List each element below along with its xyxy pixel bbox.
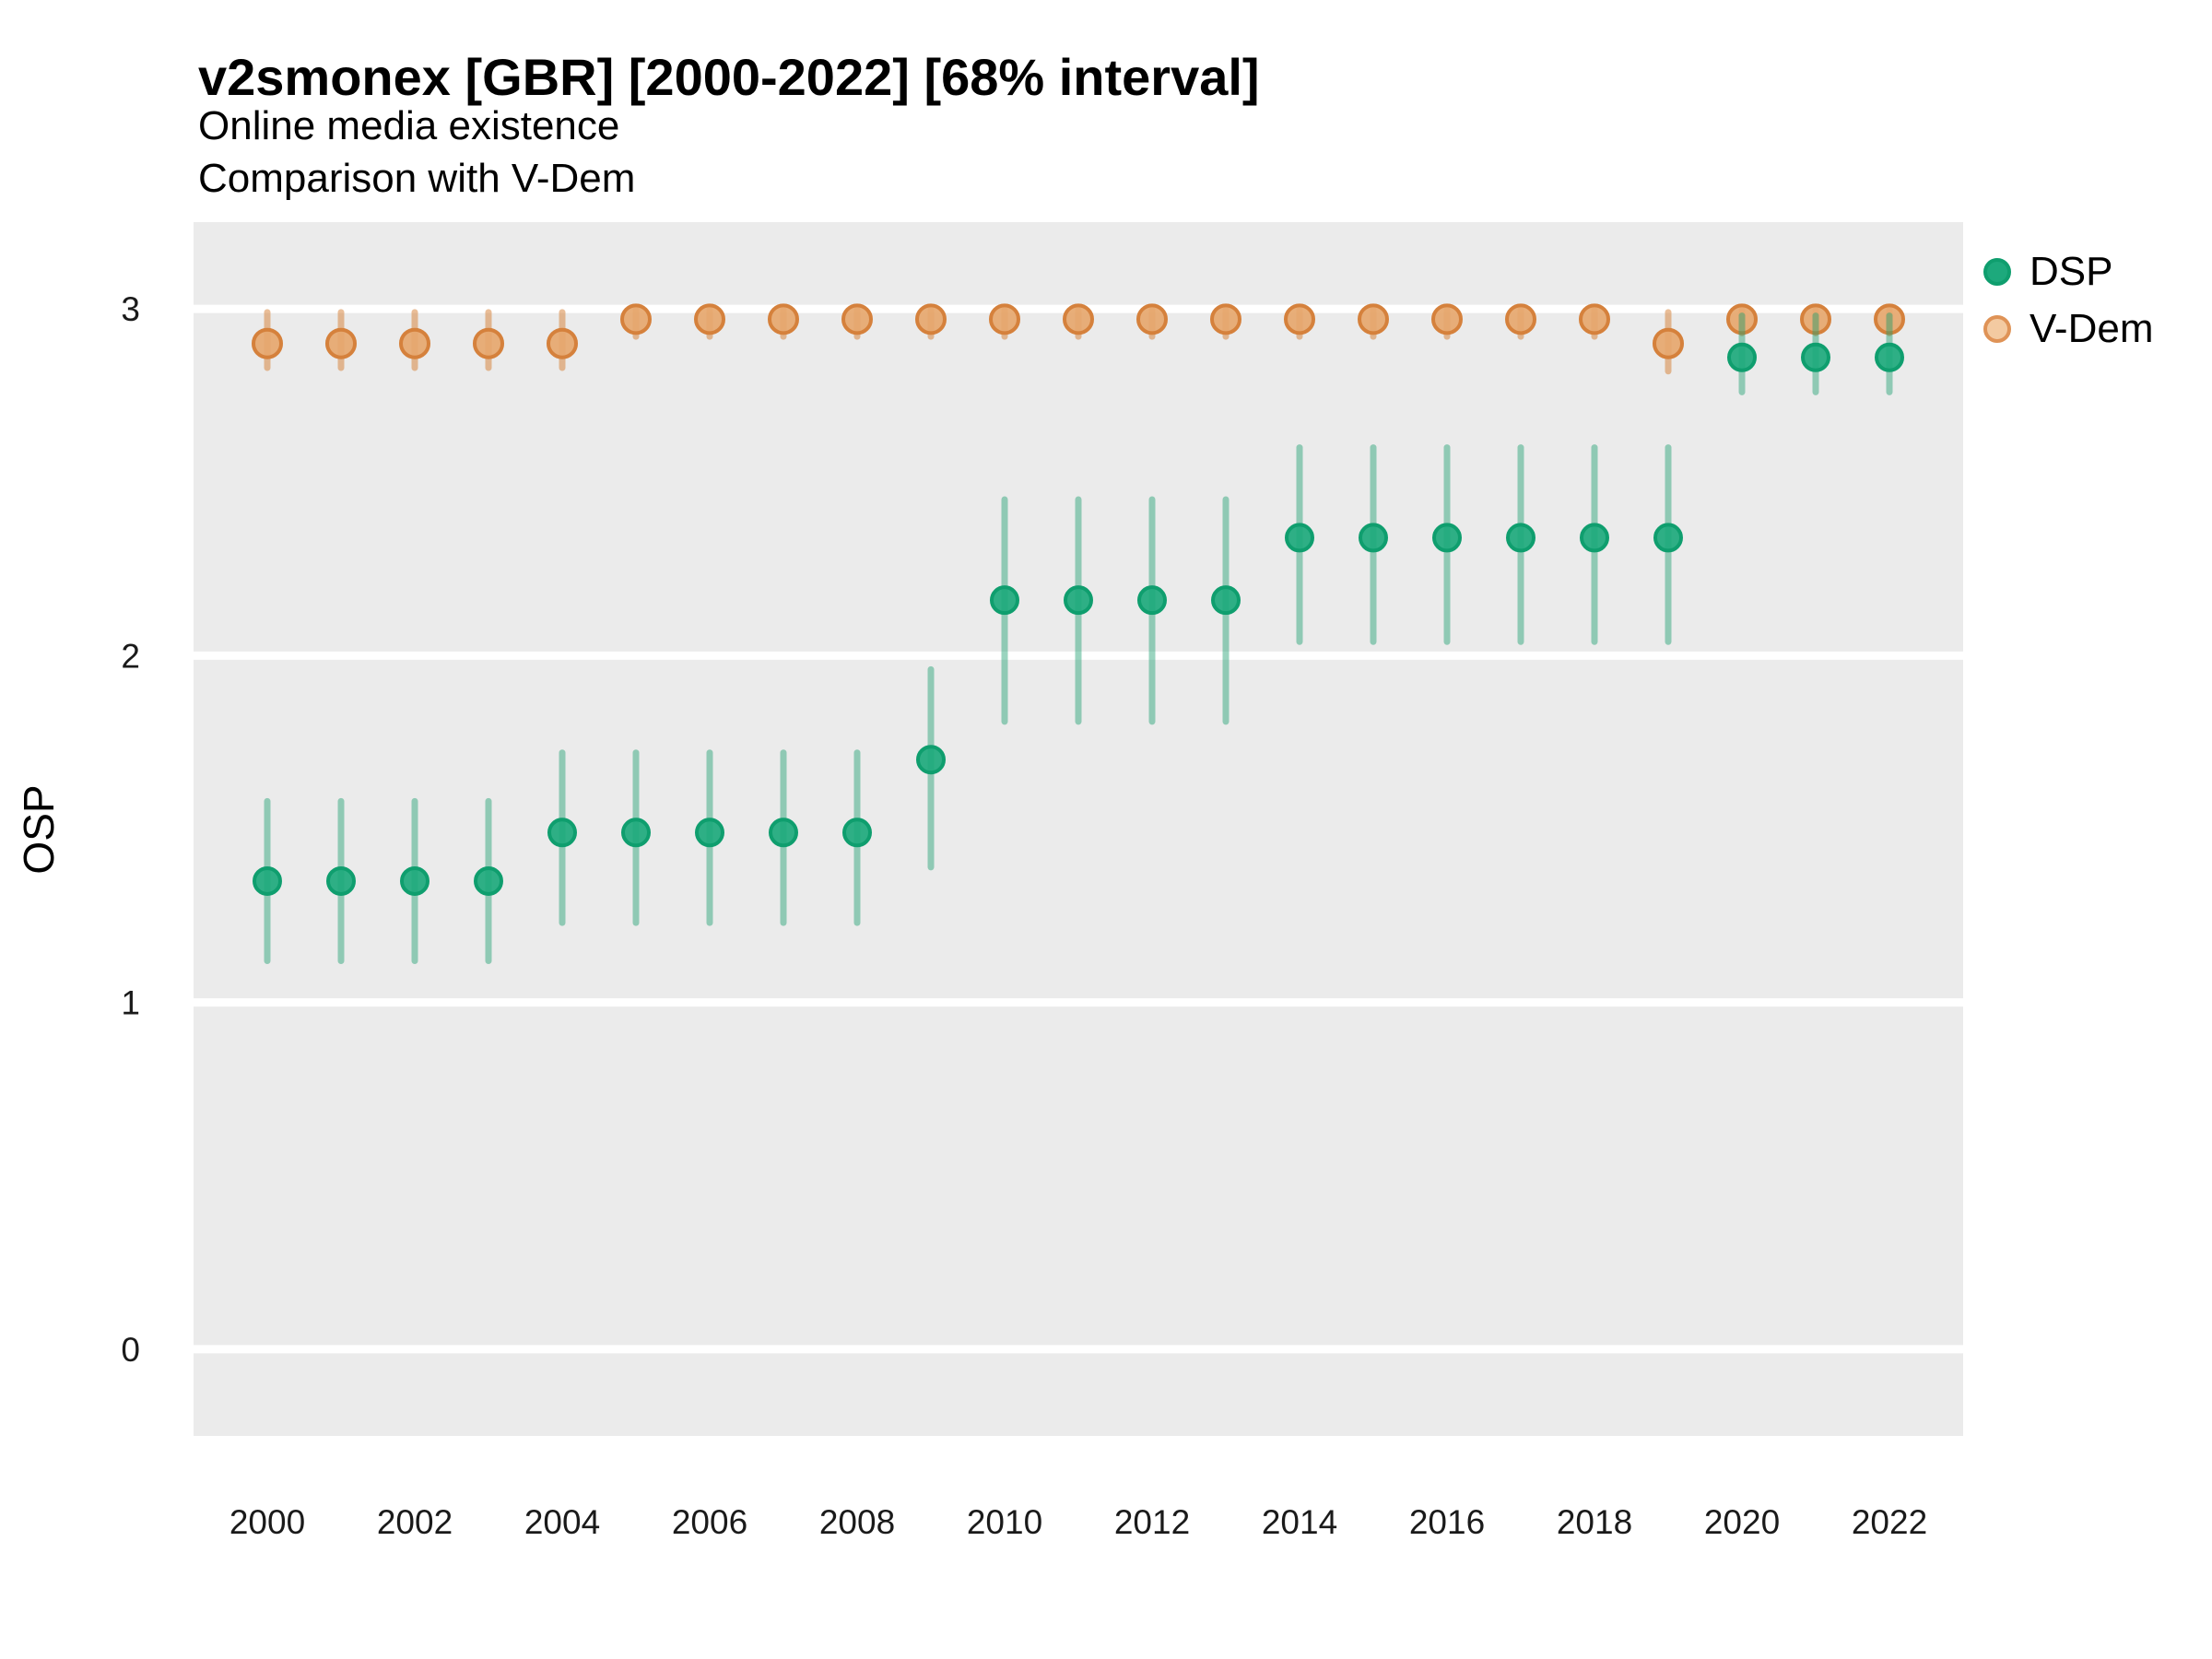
vdem-point-2015 [1358, 303, 1389, 335]
page-title: v2smonex [GBR] [2000-2022] [68% interval… [198, 48, 1260, 106]
dsp-point-2018 [1580, 523, 1609, 553]
dsp-point-2019 [1653, 523, 1683, 553]
legend: DSP V-Dem [1983, 251, 2153, 350]
dsp-point-2016 [1432, 523, 1462, 553]
vdem-point-2020 [1726, 303, 1758, 335]
vdem-point-2002 [399, 327, 430, 359]
x-tick-label-2018: 2018 [1557, 1503, 1632, 1541]
dsp-point-2007 [769, 818, 798, 848]
y-tick-label-0: 0 [121, 1331, 140, 1369]
x-tick-label-2006: 2006 [672, 1503, 747, 1541]
legend-item-dsp: DSP [1983, 251, 2153, 293]
vdem-point-2010 [989, 303, 1020, 335]
dsp-point-2014 [1285, 523, 1314, 553]
dsp-point-2000 [253, 865, 282, 896]
dsp-point-2020 [1727, 342, 1757, 372]
dsp-point-2006 [695, 818, 724, 848]
vdem-point-2013 [1210, 303, 1241, 335]
chart-subtitle: Online media existence [198, 103, 620, 148]
vdem-point-2005 [620, 303, 652, 335]
x-tick-label-2016: 2016 [1409, 1503, 1485, 1541]
x-tick-label-2010: 2010 [967, 1503, 1042, 1541]
chart-subtitle-2: Comparison with V-Dem [198, 156, 636, 201]
dsp-point-2015 [1359, 523, 1388, 553]
vdem-point-2018 [1579, 303, 1610, 335]
vdem-point-2019 [1653, 327, 1684, 359]
x-tick-label-2014: 2014 [1262, 1503, 1337, 1541]
vdem-point-2004 [547, 327, 578, 359]
legend-dsp-label: DSP [2030, 249, 2113, 294]
dsp-point-2002 [400, 865, 429, 896]
dsp-point-2017 [1506, 523, 1535, 553]
vdem-point-2016 [1431, 303, 1463, 335]
vdem-point-2021 [1800, 303, 1831, 335]
dsp-point-2011 [1064, 585, 1093, 616]
vdem-point-2003 [473, 327, 504, 359]
legend-vdem-swatch-icon [1983, 315, 2011, 343]
vdem-point-2022 [1874, 303, 1905, 335]
y-tick-label-1: 1 [121, 984, 140, 1022]
legend-dsp-swatch-icon [1983, 258, 2011, 286]
x-tick-label-2008: 2008 [819, 1503, 895, 1541]
vdem-point-2012 [1136, 303, 1168, 335]
x-tick-label-2020: 2020 [1704, 1503, 1780, 1541]
x-tick-label-2004: 2004 [524, 1503, 600, 1541]
vdem-point-2006 [694, 303, 725, 335]
dsp-point-2001 [326, 865, 356, 896]
vdem-point-2001 [325, 327, 357, 359]
x-tick-label-2000: 2000 [229, 1503, 305, 1541]
y-axis-title: OSP [15, 784, 63, 874]
dsp-point-2022 [1875, 342, 1904, 372]
dsp-point-2021 [1801, 342, 1830, 372]
vdem-point-2009 [915, 303, 947, 335]
x-tick-label-2022: 2022 [1852, 1503, 1927, 1541]
y-tick-label-2: 2 [121, 637, 140, 675]
y-tick-label-3: 3 [121, 290, 140, 328]
dsp-point-2010 [990, 585, 1019, 616]
vdem-point-2000 [252, 327, 283, 359]
vdem-point-2011 [1063, 303, 1094, 335]
plot-panel [194, 222, 1963, 1436]
vdem-point-2014 [1284, 303, 1315, 335]
dsp-point-2012 [1137, 585, 1167, 616]
dsp-point-2005 [621, 818, 651, 848]
legend-item-vdem: V-Dem [1983, 308, 2153, 350]
legend-vdem-label: V-Dem [2030, 306, 2154, 351]
x-tick-label-2002: 2002 [377, 1503, 453, 1541]
dsp-point-2004 [547, 818, 577, 848]
dsp-point-2003 [474, 865, 503, 896]
vdem-point-2008 [841, 303, 873, 335]
x-tick-label-2012: 2012 [1114, 1503, 1190, 1541]
dsp-point-2009 [916, 745, 946, 775]
dsp-point-2008 [842, 818, 872, 848]
dsp-point-2013 [1211, 585, 1241, 616]
vdem-point-2007 [768, 303, 799, 335]
vdem-point-2017 [1505, 303, 1536, 335]
